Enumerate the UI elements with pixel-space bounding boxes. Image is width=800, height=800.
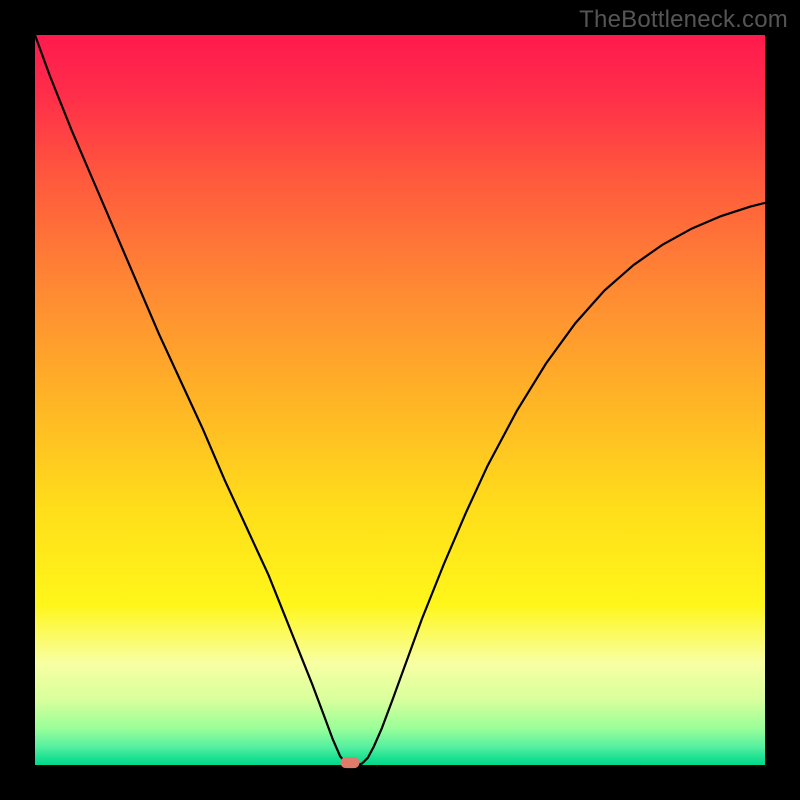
chart-frame	[35, 35, 765, 765]
chart-stage: TheBottleneck.com	[0, 0, 800, 800]
chart-gradient-background	[35, 35, 765, 765]
watermark-text: TheBottleneck.com	[579, 6, 788, 34]
optimum-marker	[341, 757, 360, 769]
